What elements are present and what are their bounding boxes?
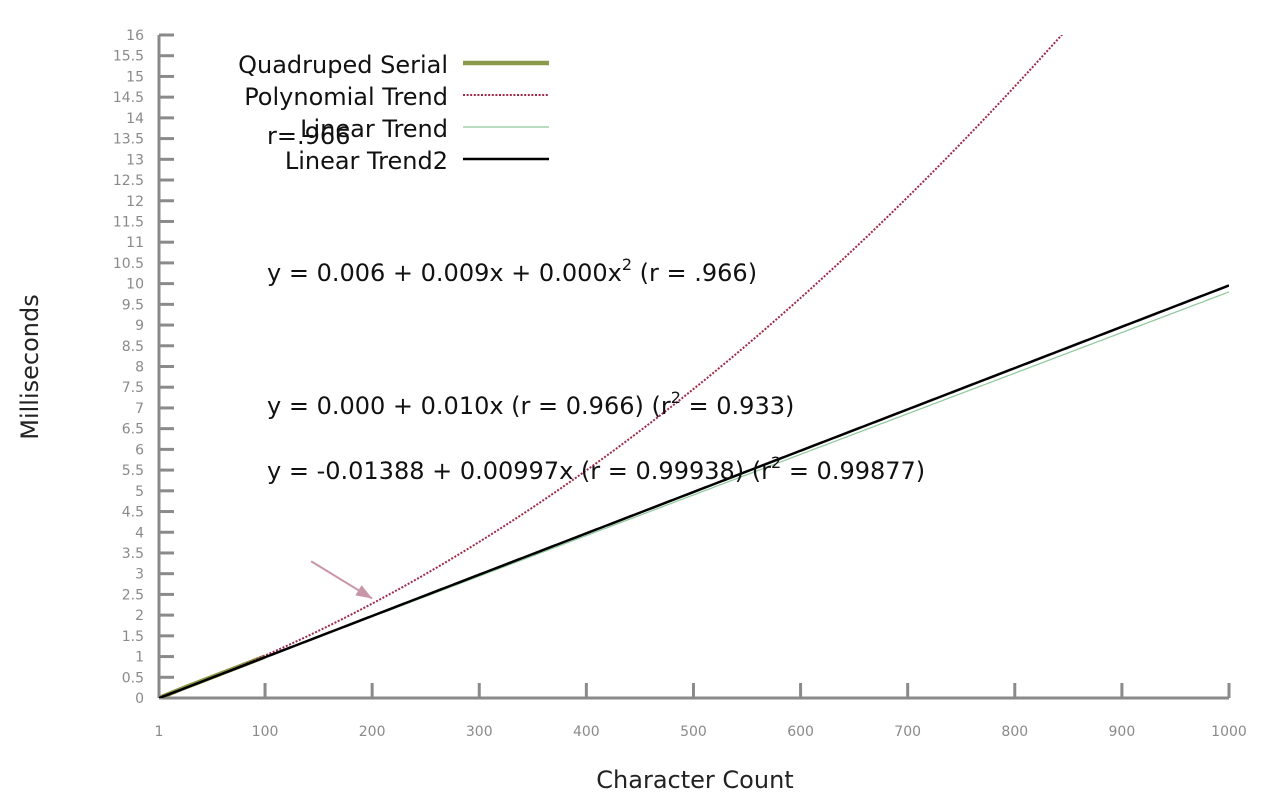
y-tick-label: 8 [135,360,144,376]
y-tick-label: 4.5 [122,505,144,521]
y-tick-label: 7 [135,401,144,417]
y-tick-label: 13 [126,152,144,168]
x-tick-label: 100 [252,724,279,740]
x-tick-label: 700 [894,724,921,740]
y-axis-title: Milliseconds [16,294,44,439]
y-tick-label: 6 [135,442,144,458]
legend-entry-polynomial-trend: Polynomial Trend [244,83,448,111]
x-tick-label: 1 [155,724,164,740]
y-tick-label: 3 [135,567,144,583]
y-tick-label: 1.5 [122,629,144,645]
legend-entry-linear-trend2: Linear Trend2 [285,147,448,175]
y-tick-label: 11.5 [113,214,144,230]
y-tick-label: 15.5 [113,49,144,65]
y-tick-label: 11 [126,235,144,251]
y-tick-label: 8.5 [122,339,144,355]
series-layer [159,35,1229,698]
y-tick-label: 10 [126,277,144,293]
legend-entry-quadruped-serial: Quadruped Serial [238,51,448,79]
linear-equation: y = 0.000 + 0.010x (r = 0.966) (r2 = 0.9… [267,388,794,420]
y-tick-label: 9 [135,318,144,334]
equations: y = 0.006 + 0.009x + 0.000x2 (r = .966) … [267,255,925,485]
legend-entry-linear-trend: Linear Trend [300,115,448,143]
y-tick-label: 5 [135,484,144,500]
y-tick-label: 16 [126,28,144,44]
annotation-arrow-head [355,585,373,599]
linear2-equation: y = -0.01388 + 0.00997x (r = 0.99938) (r… [267,453,925,485]
x-tick-label: 800 [1001,724,1028,740]
y-tick-label: 4 [135,525,144,541]
x-tick-label: 600 [787,724,814,740]
x-tick-label: 300 [466,724,493,740]
y-tick-label: 0 [135,691,144,707]
x-axis-title: Character Count [596,766,793,794]
y-tick-label: 14 [126,111,144,127]
y-tick-label: 12.5 [113,173,144,189]
x-tick-label: 900 [1109,724,1136,740]
y-tick-label: 2 [135,608,144,624]
y-tick-label: 2.5 [122,587,144,603]
legend: Quadruped Serial Polynomial Trend Linear… [238,51,549,175]
polynomial-equation: y = 0.006 + 0.009x + 0.000x2 (r = .966) [267,255,757,287]
y-tick-label: 9.5 [122,297,144,313]
axes: 00.511.522.533.544.555.566.577.588.599.5… [113,28,1247,740]
y-tick-label: 10.5 [113,256,144,272]
x-tick-label: 400 [573,724,600,740]
x-tick-label: 500 [680,724,707,740]
y-tick-label: 1 [135,650,144,666]
y-tick-label: 14.5 [113,90,144,106]
y-tick-label: 7.5 [122,380,144,396]
x-tick-label: 1000 [1211,724,1247,740]
y-tick-label: 13.5 [113,132,144,148]
y-tick-label: 3.5 [122,546,144,562]
x-tick-label: 200 [359,724,386,740]
series-line-polynomial-trend [159,35,1063,698]
y-tick-label: 6.5 [122,422,144,438]
y-tick-label: 12 [126,194,144,210]
y-tick-label: 0.5 [122,670,144,686]
y-tick-label: 15 [126,69,144,85]
series-line-linear-trend2 [159,284,1229,698]
legend-overlap-label: r=.966 [267,122,350,150]
y-tick-label: 5.5 [122,463,144,479]
